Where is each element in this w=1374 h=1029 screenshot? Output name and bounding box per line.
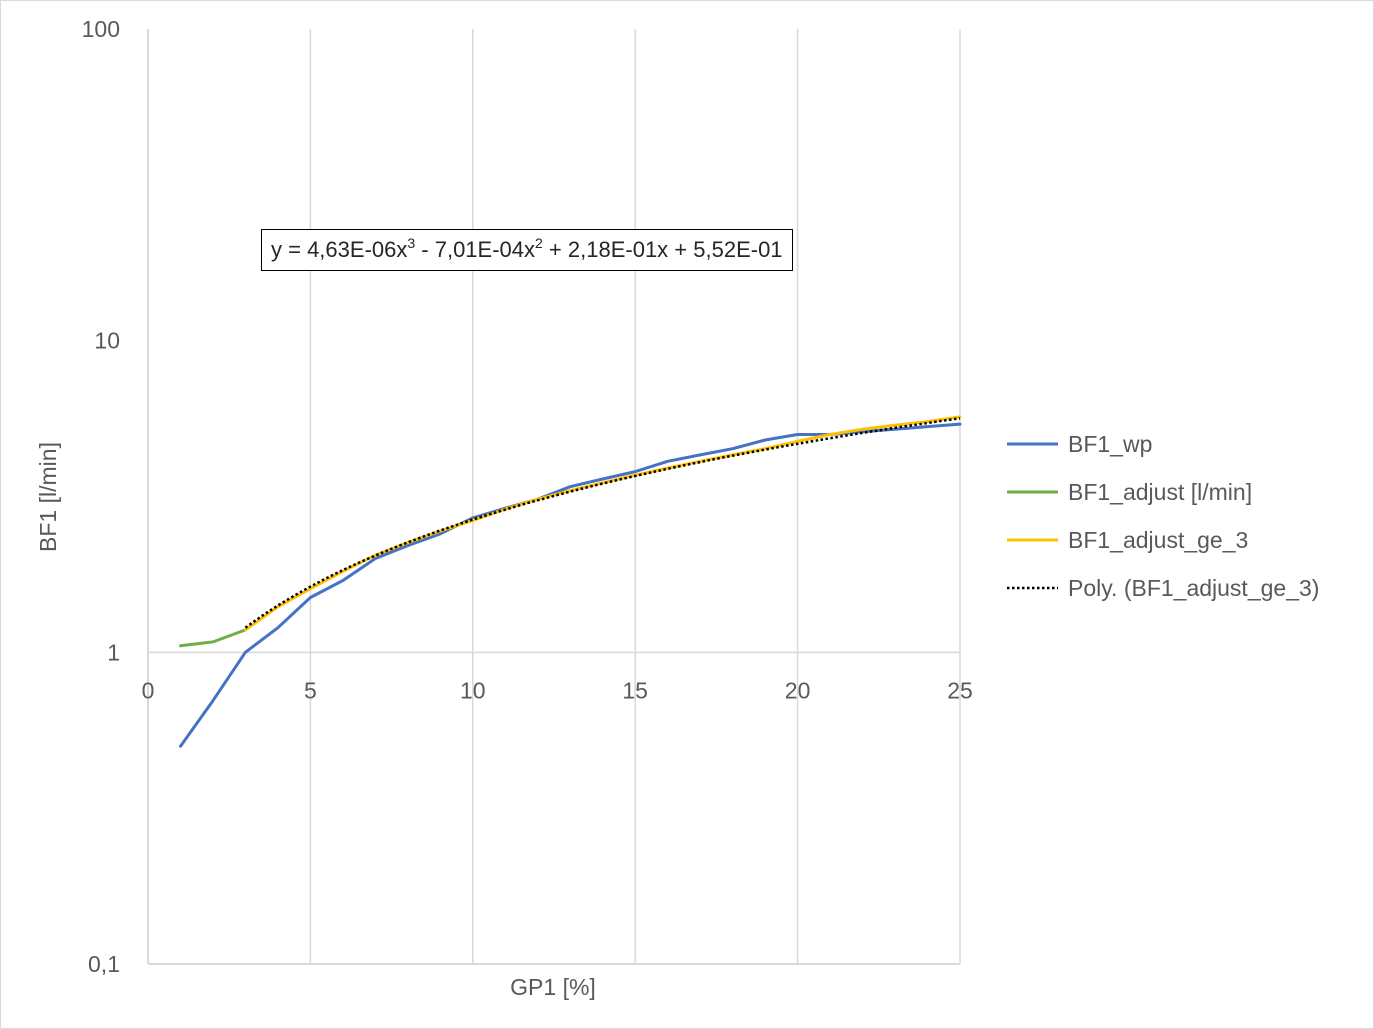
y-tick-label: 10 <box>94 328 120 354</box>
equation-exponent: 2 <box>535 235 543 251</box>
series-line-2 <box>243 415 962 632</box>
equation-part: + 2,18E-01x + 5,52E-01 <box>542 237 783 262</box>
series-line-3 <box>244 417 961 629</box>
series-line-1 <box>179 628 247 648</box>
x-axis-title: GP1 [%] <box>510 974 596 1000</box>
equation-exponent: 3 <box>407 235 416 251</box>
trendline-equation: y = 4,63E-06x3 - 7,01E-04x2 + 2,18E-01x … <box>261 229 793 271</box>
legend-entry: BF1_adjust [l/min] <box>1068 479 1252 505</box>
y-tick-label: 1 <box>107 639 120 665</box>
legend-entry: Poly. (BF1_adjust_ge_3) <box>1068 575 1319 601</box>
x-tick-label: 5 <box>304 677 317 703</box>
equation-part: y = 4,63E-06x <box>271 237 408 262</box>
x-tick-label: 25 <box>947 677 973 703</box>
y-tick-label: 100 <box>82 16 120 42</box>
x-tick-label: 15 <box>622 677 648 703</box>
y-tick-label: 0,1 <box>88 951 120 977</box>
legend-entry: BF1_wp <box>1068 431 1152 457</box>
x-tick-label: 10 <box>460 677 486 703</box>
legend: BF1_wp BF1_adjust [l/min] BF1_adjust_ge_3 P… <box>1007 431 1319 601</box>
legend-entry: BF1_adjust_ge_3 <box>1068 527 1248 553</box>
x-tick-label: 0 <box>142 677 155 703</box>
y-axis-title: BF1 [l/min] <box>35 442 61 552</box>
series-line-0 <box>179 422 962 748</box>
x-tick-label: 20 <box>785 677 811 703</box>
equation-part: - 7,01E-04x <box>415 237 536 262</box>
